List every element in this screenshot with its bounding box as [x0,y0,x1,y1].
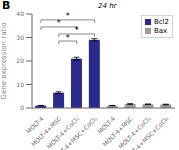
svg-text:*: * [66,12,70,21]
svg-text:*: * [57,19,61,28]
html-text:Bax: Bax [153,27,168,35]
svg-text:40: 40 [16,10,24,17]
svg-text:0: 0 [20,104,24,111]
html-text:24 hr: 24 hr [98,2,117,10]
html-text:B: B [2,0,11,12]
svg-text:MOLT-4+CoCl₂: MOLT-4+CoCl₂ [45,114,81,150]
svg-text:MOLT-4: MOLT-4 [96,114,117,135]
svg-text:*: * [66,34,70,43]
html-text:Bcl2: Bcl2 [153,18,169,26]
svg-text:20: 20 [16,57,24,64]
svg-text:30: 30 [16,34,24,41]
svg-text:MOLT-4+MSC+CoCl₂: MOLT-4+MSC+CoCl₂ [122,114,170,150]
svg-text:*: * [75,26,79,35]
svg-text:MOLT-4+CoCl₂: MOLT-4+CoCl₂ [116,114,152,150]
svg-text:MOLT-4: MOLT-4 [24,114,45,135]
svg-text:10: 10 [16,81,24,88]
svg-text:MOLT-4+MSC+CoCl₂: MOLT-4+MSC+CoCl₂ [50,114,98,150]
svg-text:Gene expression ratio: Gene expression ratio [8,23,9,100]
